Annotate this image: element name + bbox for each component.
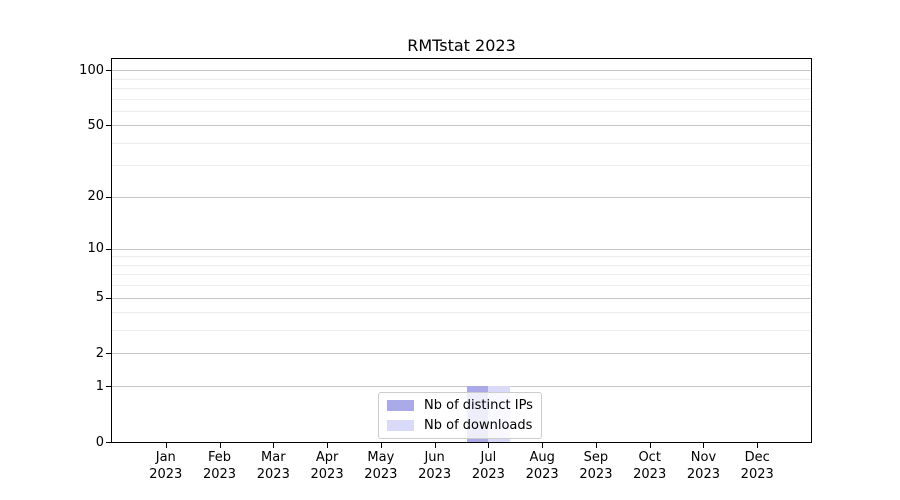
gridline-y-4 xyxy=(112,312,811,314)
xtick-label-jul: Jul 2023 xyxy=(471,450,505,482)
ytick-label-100: 100 xyxy=(79,62,104,78)
ytick-label-50: 50 xyxy=(87,117,104,133)
ytick-label-20: 20 xyxy=(87,189,104,205)
gridline-y-5 xyxy=(112,297,811,299)
gridline-y-8 xyxy=(112,264,811,266)
gridline-y-3 xyxy=(112,330,811,332)
legend-swatch-distinct-ips xyxy=(387,400,414,411)
ytick-mark-20 xyxy=(106,196,111,198)
xtick-label-jan: Jan 2023 xyxy=(149,450,183,482)
ytick-mark-5 xyxy=(106,297,111,299)
xtick-label-mar: Mar 2023 xyxy=(256,450,290,482)
ytick-label-0: 0 xyxy=(95,434,104,450)
xtick-mark-jul xyxy=(488,443,490,448)
gridline-y-6 xyxy=(112,285,811,287)
gridline-y-100 xyxy=(112,70,811,72)
ytick-mark-0 xyxy=(106,442,111,443)
ytick-mark-1 xyxy=(106,386,111,388)
xtick-mark-jun xyxy=(434,443,436,448)
legend: Nb of distinct IPs Nb of downloads xyxy=(378,392,542,439)
gridline-y-40 xyxy=(112,142,811,144)
ytick-label-2: 2 xyxy=(95,345,104,361)
chart-title: RMTstat 2023 xyxy=(407,36,516,55)
ytick-mark-10 xyxy=(106,248,111,250)
gridline-y-9 xyxy=(112,256,811,258)
xtick-mark-oct xyxy=(649,443,651,448)
ytick-label-10: 10 xyxy=(87,241,104,257)
xtick-label-oct: Oct 2023 xyxy=(633,450,667,482)
ytick-label-1: 1 xyxy=(95,378,104,394)
xtick-label-feb: Feb 2023 xyxy=(202,450,237,482)
gridline-y-50 xyxy=(112,125,811,127)
legend-label-downloads: Nb of downloads xyxy=(424,418,533,433)
xtick-mark-nov xyxy=(703,443,705,448)
gridline-y-1 xyxy=(112,386,811,388)
legend-swatch-downloads xyxy=(387,420,414,431)
xtick-label-aug: Aug 2023 xyxy=(525,450,559,482)
xtick-label-dec: Dec 2023 xyxy=(740,450,774,482)
xtick-mark-dec xyxy=(757,443,759,448)
gridline-y-7 xyxy=(112,274,811,276)
gridline-y-2 xyxy=(112,353,811,355)
ytick-mark-100 xyxy=(106,70,111,72)
legend-label-distinct-ips: Nb of distinct IPs xyxy=(424,398,533,413)
xtick-mark-sep xyxy=(595,443,597,448)
ytick-mark-50 xyxy=(106,125,111,127)
xtick-mark-apr xyxy=(327,443,329,448)
gridline-y-90 xyxy=(112,78,811,80)
xtick-label-jun: Jun 2023 xyxy=(418,450,452,482)
gridline-y-10 xyxy=(112,248,811,250)
xtick-label-may: May 2023 xyxy=(364,450,398,482)
xtick-mark-feb xyxy=(219,443,221,448)
xtick-label-sep: Sep 2023 xyxy=(579,450,613,482)
xtick-mark-mar xyxy=(273,443,275,448)
gridline-y-30 xyxy=(112,165,811,167)
gridline-y-60 xyxy=(112,110,811,112)
gridline-y-70 xyxy=(112,98,811,100)
plot-area: Nb of distinct IPs Nb of downloads xyxy=(111,58,812,443)
ytick-mark-2 xyxy=(106,353,111,355)
ytick-label-5: 5 xyxy=(95,290,104,306)
gridline-y-80 xyxy=(112,87,811,89)
xtick-label-nov: Nov 2023 xyxy=(686,450,720,482)
legend-row-downloads: Nb of downloads xyxy=(387,417,533,434)
xtick-mark-aug xyxy=(542,443,544,448)
xtick-mark-may xyxy=(380,443,382,448)
gridline-y-20 xyxy=(112,196,811,198)
xtick-label-apr: Apr 2023 xyxy=(310,450,344,482)
legend-row-distinct-ips: Nb of distinct IPs xyxy=(387,397,533,414)
xtick-mark-jan xyxy=(165,443,167,448)
